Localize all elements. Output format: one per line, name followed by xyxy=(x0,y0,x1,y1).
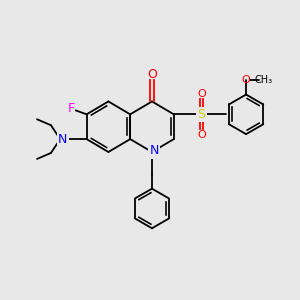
Text: O: O xyxy=(242,75,250,85)
Text: N: N xyxy=(149,145,159,158)
Text: S: S xyxy=(197,108,206,121)
Text: O: O xyxy=(197,130,206,140)
Text: O: O xyxy=(147,68,157,81)
Text: F: F xyxy=(68,102,75,115)
Text: CH₃: CH₃ xyxy=(255,75,273,85)
Text: N: N xyxy=(58,133,68,146)
Text: O: O xyxy=(197,88,206,98)
